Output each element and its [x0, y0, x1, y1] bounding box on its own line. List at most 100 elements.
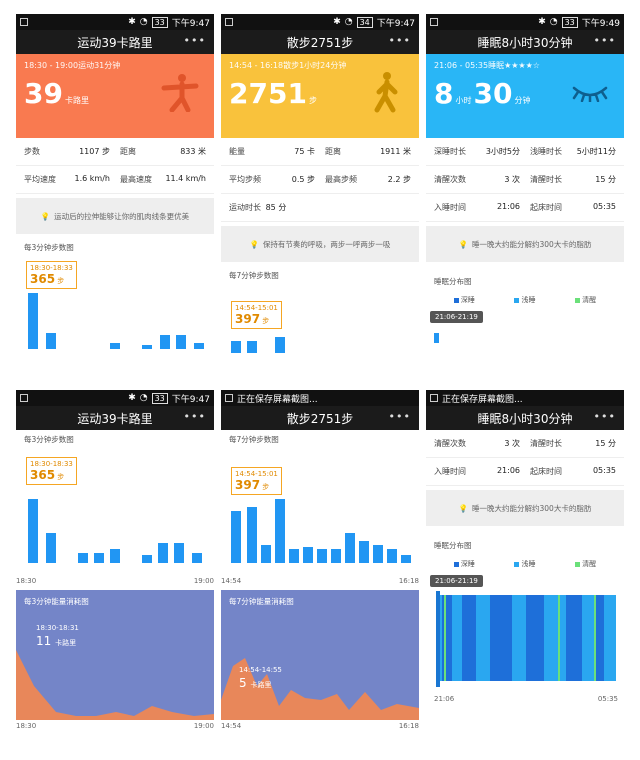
tip-text: 睡一晚大约能分解约300大卡的脂肪: [472, 239, 592, 249]
chart-bar[interactable]: [231, 511, 241, 563]
chart-bar[interactable]: [28, 293, 38, 349]
more-icon[interactable]: •••: [593, 410, 616, 423]
chart-bar[interactable]: [289, 549, 299, 563]
stats-grid: 深睡时长 3小时5分 浅睡时长 5小时11分 清醒次数 3 次 清醒时长 15 分 入睡…: [426, 138, 624, 222]
chart-bar[interactable]: [303, 547, 313, 563]
screenshot-icon: [430, 18, 438, 26]
status-bar: ✱ ◔ 33 下午9:47: [16, 14, 214, 30]
page-title: 散步2751步: [286, 35, 354, 50]
chart-bar[interactable]: [247, 341, 257, 353]
page-title: 运动39卡路里: [77, 411, 153, 426]
chart-bar[interactable]: [317, 549, 327, 563]
title-bar: 运动39卡路里 •••: [16, 406, 214, 430]
steps-chart: 18:30-18:33 365 步: [16, 257, 214, 367]
stat-label: 入睡时间: [434, 203, 466, 212]
walking-figure-icon: [374, 72, 398, 113]
stat-label: 步数: [24, 147, 40, 156]
energy-value: 11 卡路里: [36, 634, 77, 648]
chart-bar[interactable]: [158, 543, 168, 563]
sleep-legend: 深睡 浅睡 清醒: [426, 291, 624, 309]
chart-bar[interactable]: [261, 545, 271, 563]
hero-panel: 14:54 - 16:18散步1小时24分钟 2751 步: [221, 54, 419, 138]
chart-bar[interactable]: [247, 507, 257, 563]
more-icon[interactable]: •••: [388, 34, 411, 47]
energy-area: [16, 650, 214, 720]
stat-value: 15 分: [595, 175, 616, 184]
screenshot-icon: [225, 394, 233, 402]
chart-bar[interactable]: [176, 335, 186, 349]
chart-bar[interactable]: [401, 555, 411, 563]
x-axis-end: 19:00: [193, 577, 214, 585]
chart-title: 睡眠分布图: [434, 277, 472, 286]
callout-unit: 步: [57, 473, 65, 481]
chart-callout: 14:54-15:01 397 步: [231, 467, 282, 495]
more-icon[interactable]: •••: [183, 34, 206, 47]
hero-unit: 卡路里: [64, 96, 89, 105]
stat-value: 1911 米: [380, 147, 411, 156]
chart-bar[interactable]: [275, 337, 285, 353]
chart-bar[interactable]: [160, 335, 170, 349]
stat-label: 起床时间: [530, 203, 562, 212]
chart-bar[interactable]: [331, 549, 341, 563]
chart-bar[interactable]: [194, 343, 204, 349]
callout-range: 14:54-15:01: [235, 304, 278, 312]
more-icon[interactable]: •••: [388, 410, 411, 423]
chart-bar[interactable]: [28, 499, 38, 563]
phone-sleep: ✱ ◔ 33 下午9:49 睡眠8小时30分钟 ••• 21:06 - 05:3…: [426, 14, 624, 370]
energy-range: 14:54-14:55: [239, 666, 282, 674]
status-bar: ✱ ◔ 33 下午9:49: [426, 14, 624, 30]
stat-value: 21:06: [496, 202, 520, 211]
chart-bar[interactable]: [387, 549, 397, 563]
x-axis-end: 19:00: [193, 722, 214, 730]
page-title: 睡眠8小时30分钟: [477, 35, 573, 50]
exercise-figure-icon: [161, 74, 199, 112]
chart-bar[interactable]: [174, 543, 184, 563]
chart-bar[interactable]: [142, 345, 152, 349]
chart-bar[interactable]: [373, 545, 383, 563]
steps-chart: 18:30-18:33 365 步 18:30 19:00: [16, 449, 214, 589]
more-icon[interactable]: •••: [593, 34, 616, 47]
tip-text: 睡一晚大约能分解约300大卡的脂肪: [472, 503, 592, 513]
chart-bar[interactable]: [110, 343, 120, 349]
chart-bar[interactable]: [345, 533, 355, 563]
sleep-segment[interactable]: [434, 333, 439, 343]
chart-bar[interactable]: [94, 553, 104, 563]
chart-bar[interactable]: [142, 555, 152, 563]
callout-value: 397: [235, 478, 261, 492]
chart-bar[interactable]: [359, 541, 369, 563]
chart-bar[interactable]: [46, 333, 56, 349]
stat-label: 平均步频: [229, 175, 261, 184]
stat-label: 清醒次数: [434, 439, 466, 448]
tip-banner: 💡 睡一晚大约能分解约300大卡的脂肪: [426, 490, 624, 526]
chart-callout: 18:30-18:33 365 步: [26, 261, 77, 289]
stat-label: 清醒时长: [530, 175, 562, 184]
status-time: 下午9:47: [376, 18, 415, 29]
callout-unit: 步: [262, 317, 270, 325]
lightbulb-icon: 💡: [40, 211, 51, 221]
stat-value: 05:35: [592, 466, 616, 475]
callout-range: 18:30-18:33: [30, 264, 73, 272]
stat-value: 2.2 步: [387, 175, 411, 184]
tip-text: 运动后的拉伸能够让你的肌肉线条更优美: [54, 211, 190, 221]
chart-bar[interactable]: [110, 549, 120, 563]
more-icon[interactable]: •••: [183, 410, 206, 423]
hero-panel: 21:06 - 05:35睡眠★★★★☆ 8 小时 30 分钟: [426, 54, 624, 138]
chart-bar[interactable]: [78, 553, 88, 563]
stat-label: 浅睡时长: [530, 147, 562, 156]
sleep-legend: 深睡 浅睡 清醒: [426, 555, 624, 573]
chart-title: 每7分钟步数图: [229, 435, 279, 444]
status-text: 正在保存屏幕截图...: [237, 394, 318, 405]
sleep-chart: 21:06-21:19: [426, 309, 624, 349]
energy-area: [221, 658, 419, 720]
page-title: 运动39卡路里: [77, 35, 153, 50]
hero-hours-unit: 小时: [455, 96, 472, 105]
x-axis-start: 14:54: [221, 577, 242, 585]
sleep-chart: 21:06-21:19 21:06 05:35: [426, 573, 624, 713]
chart-bar[interactable]: [231, 341, 241, 353]
chart-bar[interactable]: [46, 533, 56, 563]
legend-item-light: 浅睡: [514, 295, 535, 305]
hero-minutes: 30: [473, 77, 513, 110]
chart-bar[interactable]: [275, 499, 285, 563]
chart-bar[interactable]: [192, 553, 202, 563]
x-axis-end: 05:35: [597, 695, 618, 703]
